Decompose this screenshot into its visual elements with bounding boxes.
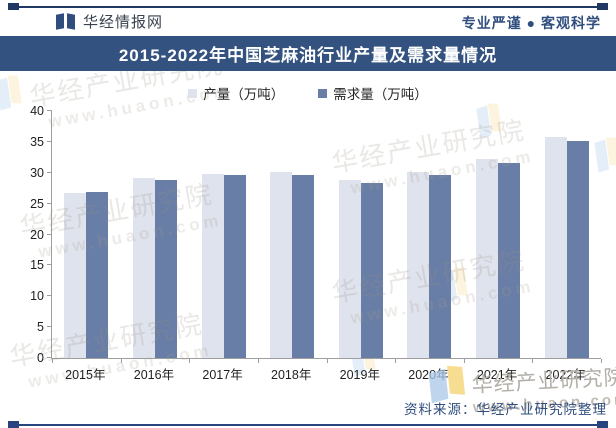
x-axis-label-2021年: 2021年: [476, 368, 518, 382]
x-tick-mark: [189, 359, 191, 363]
top-right-cap: [597, 3, 608, 10]
y-tick-mark: [47, 202, 52, 204]
legend-item-0: 产量（万吨）: [188, 83, 284, 103]
y-axis-labels: 0 5 10 15 20 25 30 35 40: [14, 104, 44, 365]
y-tick-label-5: 5: [37, 320, 44, 335]
y-tick-mark: [47, 357, 52, 358]
x-axis-label-2015年: 2015年: [65, 368, 106, 382]
bar-group-2018年: [258, 111, 327, 358]
bar-production-2015年: [64, 192, 87, 358]
y-tick-label-15: 15: [30, 258, 44, 273]
brand-book-icon: [56, 13, 75, 30]
chart-title: 2015-2022年中国芝麻油行业产量及需求量情况: [118, 46, 498, 65]
bar-group-2016年: [121, 111, 190, 358]
legend-swatch-icon: [318, 88, 328, 98]
bar-group-2020年: [395, 111, 464, 358]
bottom-divider: [9, 424, 607, 426]
top-divider: [9, 6, 607, 8]
x-axis-label-2016年: 2016年: [133, 368, 175, 382]
y-tick-mark: [47, 110, 52, 111]
bar-demand-2020年: [429, 174, 452, 358]
legend-item-1: 需求量（万吨）: [318, 83, 428, 103]
x-tick-mark: [532, 359, 534, 363]
bar-demand-2022年: [566, 140, 589, 358]
y-tick-mark: [47, 233, 52, 235]
header-slogan: 专业严谨 ● 客观科学: [461, 15, 601, 31]
legend-label: 需求量（万吨）: [333, 87, 428, 102]
bar-demand-2015年: [86, 191, 109, 358]
bar-production-2017年: [201, 174, 224, 358]
y-tick-label-35: 35: [30, 134, 44, 149]
bar-group-2022年: [532, 111, 601, 358]
legend-label: 产量（万吨）: [203, 87, 285, 102]
x-tick-mark: [601, 359, 602, 363]
y-tick-label-40: 40: [30, 104, 44, 118]
y-tick-label-10: 10: [30, 289, 44, 304]
x-axis-label-2018年: 2018年: [271, 368, 312, 382]
chart-legend: 产量（万吨） 需求量（万吨）: [0, 83, 616, 103]
y-tick-label-20: 20: [30, 227, 44, 242]
bar-demand-2017年: [223, 175, 246, 358]
bar-production-2019年: [338, 179, 361, 358]
y-tick-mark: [47, 171, 52, 173]
x-tick-mark: [463, 359, 465, 363]
x-tick-mark: [326, 359, 328, 363]
bar-production-2018年: [270, 172, 293, 358]
bar-production-2020年: [407, 171, 430, 358]
x-tick-mark: [395, 359, 397, 363]
bar-production-2016年: [132, 178, 155, 358]
bottom-right-cap: [597, 421, 608, 428]
brand: 华经情报网: [56, 11, 163, 32]
y-tick-mark: [47, 295, 52, 297]
x-tick-mark: [257, 359, 259, 363]
y-tick-mark: [47, 264, 52, 266]
bar-demand-2016年: [154, 179, 177, 358]
bar-group-2021年: [464, 111, 533, 358]
y-tick-label-0: 0: [37, 351, 44, 365]
plot-area: [47, 110, 602, 363]
brand-name: 华经情报网: [83, 14, 164, 31]
bottom-left-cap: [8, 421, 19, 428]
y-tick-label-30: 30: [30, 165, 44, 180]
x-tick-mark: [120, 359, 122, 363]
x-tick-mark: [52, 359, 53, 363]
title-banner: 2015-2022年中国芝麻油行业产量及需求量情况: [0, 36, 616, 71]
data-source-note: 资料来源：华经产业研究院整理: [404, 402, 607, 417]
y-tick-label-25: 25: [30, 196, 44, 211]
bar-demand-2018年: [292, 174, 315, 358]
bar-demand-2021年: [498, 162, 521, 358]
x-axis-label-2019年: 2019年: [339, 368, 380, 382]
bar-groups: [52, 111, 601, 358]
bar-demand-2019年: [360, 182, 383, 358]
x-axis-label-2020年: 2020年: [408, 368, 449, 382]
x-axis-labels: 2015年 2016年 2017年 2018年 2019年 2020年 2021年 2022年: [51, 364, 600, 383]
top-left-cap: [8, 3, 19, 10]
bar-production-2021年: [476, 159, 499, 358]
bar-production-2022年: [544, 136, 567, 358]
y-tick-mark: [47, 326, 52, 328]
x-axis-label-2017年: 2017年: [202, 368, 243, 382]
y-tick-mark: [47, 140, 52, 142]
bar-group-2015年: [52, 111, 121, 358]
x-axis-label-2022年: 2022年: [545, 368, 586, 382]
bar-group-2017年: [189, 111, 258, 358]
legend-swatch-icon: [188, 88, 198, 98]
bar-group-2019年: [327, 111, 396, 358]
